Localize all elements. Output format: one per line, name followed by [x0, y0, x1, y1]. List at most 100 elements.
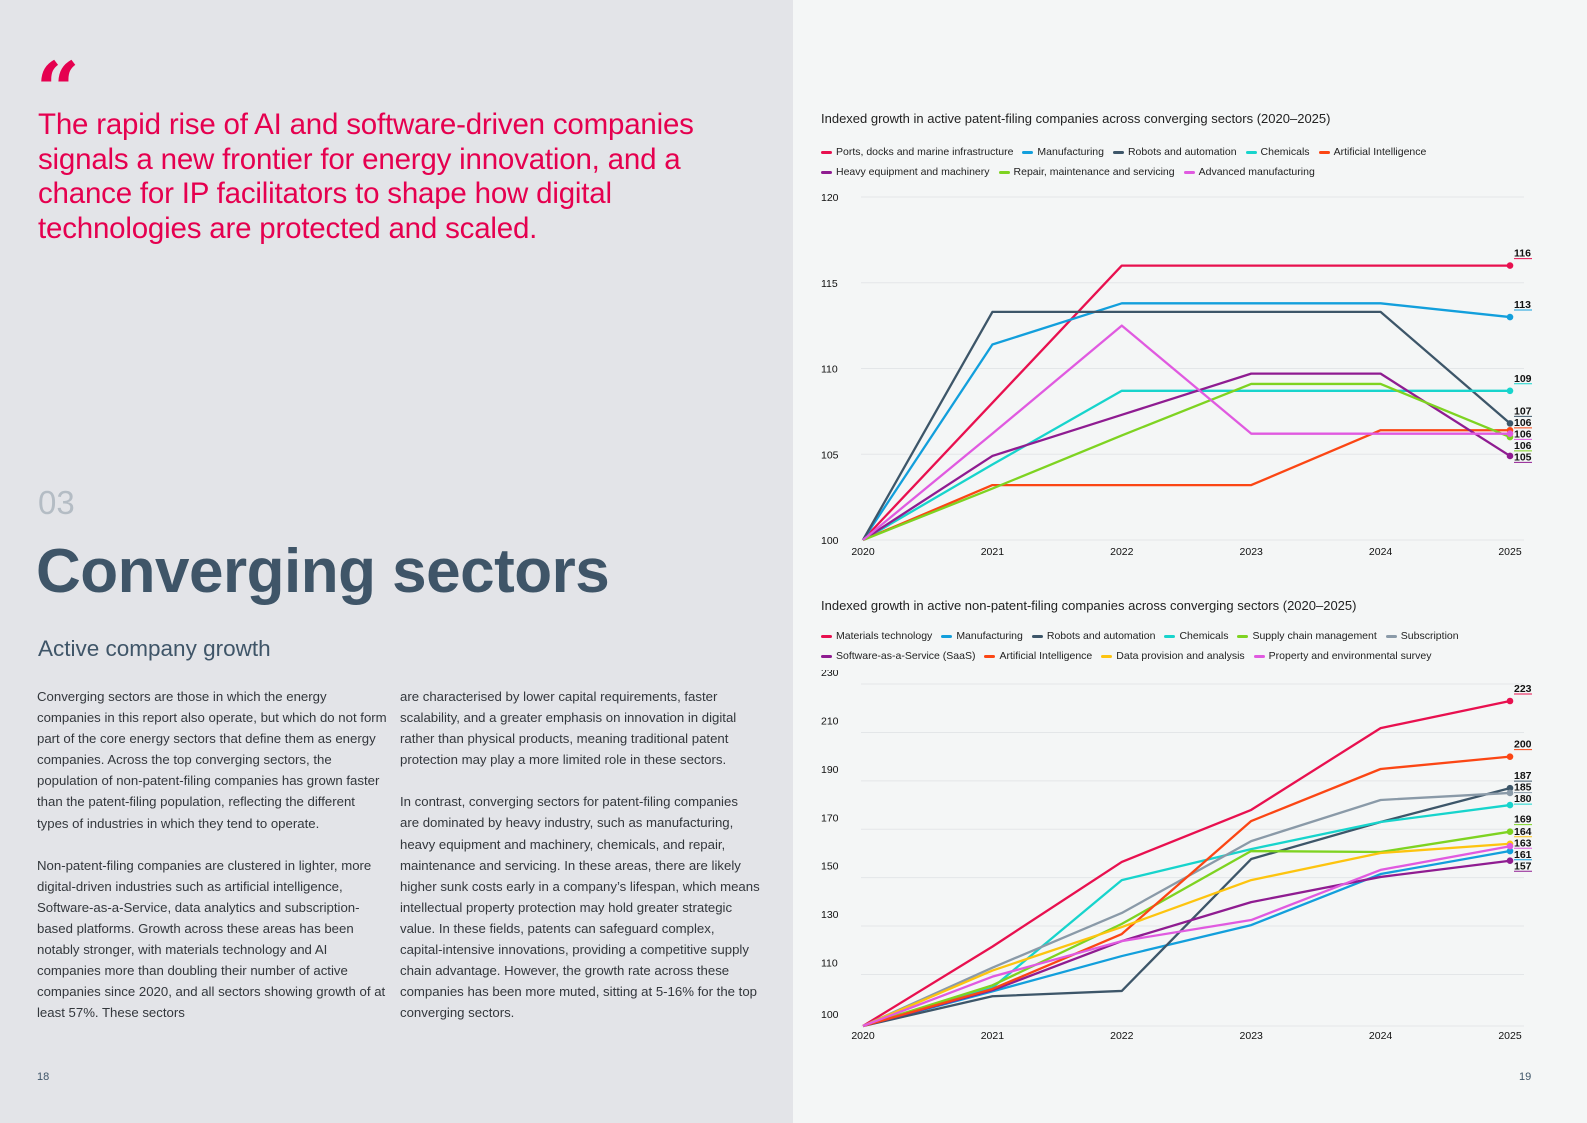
x-tick-label: 2022	[1110, 1030, 1134, 1042]
y-tick-label: 120	[821, 192, 839, 204]
legend-label: Artificial Intelligence	[999, 650, 1093, 662]
end-point-marker	[1506, 784, 1514, 792]
legend-item: Repair, maintenance and servicing	[998, 166, 1175, 178]
series-line	[862, 842, 1511, 1028]
subsection-title: Active company growth	[38, 636, 271, 661]
legend-label: Chemicals	[1179, 630, 1229, 642]
end-point-marker	[1506, 801, 1514, 809]
end-value-label: 164	[1514, 826, 1532, 838]
y-tick-label: 110	[821, 957, 838, 969]
x-tick-label: 2025	[1498, 546, 1522, 558]
y-tick-label: 170	[821, 812, 839, 824]
series-line	[862, 845, 1511, 1028]
x-tick-label: 2020	[851, 546, 875, 558]
end-value-label: 116	[1514, 248, 1531, 260]
y-tick-label: 105	[821, 449, 839, 461]
end-value-label: 200	[1514, 739, 1532, 751]
end-point-marker	[1506, 387, 1514, 395]
end-value-label: 109	[1514, 373, 1532, 385]
end-value-label: 157	[1514, 860, 1532, 872]
x-tick-label: 2024	[1369, 546, 1393, 558]
end-point-marker	[1506, 697, 1514, 705]
legend-item: Manufacturing	[941, 630, 1023, 642]
legend-swatch	[1245, 150, 1257, 154]
legend-item: Heavy equipment and machinery	[821, 166, 990, 178]
end-point-marker	[1506, 857, 1514, 865]
legend-label: Manufacturing	[956, 630, 1023, 642]
end-point-marker	[1506, 847, 1514, 855]
series-line	[862, 755, 1511, 1028]
y-tick-label: 100	[821, 1009, 839, 1021]
legend-swatch	[941, 634, 953, 638]
legend-label: Software-as-a-Service (SaaS)	[836, 650, 976, 662]
body-column-1: Converging sectors are those in which th…	[37, 686, 387, 1044]
y-tick-label: 100	[821, 535, 839, 547]
end-point-marker	[1506, 430, 1514, 437]
legend-item: Ports, docks and marine infrastructure	[821, 146, 1013, 158]
series-line	[862, 699, 1511, 1027]
section-title: Converging sectors	[36, 537, 610, 606]
legend-label: Artificial Intelligence	[1333, 146, 1427, 158]
legend-item: Chemicals	[1245, 146, 1310, 158]
paragraph: In contrast, converging sectors for pate…	[400, 794, 760, 1021]
legend-swatch	[1385, 634, 1397, 638]
right-page: 19	[793, 0, 1587, 1123]
series-line	[862, 429, 1510, 542]
legend-label: Subscription	[1400, 630, 1459, 642]
legend-label: Manufacturing	[1037, 146, 1104, 158]
x-tick-label: 2021	[981, 1030, 1005, 1042]
legend-row: Heavy equipment and machinery Repair, mai…	[821, 162, 1561, 182]
legend-label: Heavy equipment and machinery	[836, 166, 990, 178]
end-point-marker	[1506, 789, 1514, 797]
legend-label: Robots and automation	[1127, 146, 1237, 158]
y-tick-label: 230	[821, 670, 839, 679]
x-tick-label: 2025	[1498, 1030, 1522, 1042]
y-tick-label: 150	[821, 861, 839, 873]
legend-label: Robots and automation	[1046, 630, 1156, 642]
series-line	[862, 302, 1511, 541]
x-tick-label: 2022	[1110, 546, 1134, 558]
series-line	[862, 382, 1511, 542]
legend-swatch	[1237, 634, 1249, 638]
end-value-label: 187	[1514, 770, 1532, 782]
legend-item: Materials technology	[821, 630, 932, 642]
legend-label: Property and environmental survey	[1268, 650, 1432, 662]
pull-quote: The rapid rise of AI and software-driven…	[38, 108, 694, 245]
y-tick-label: 115	[821, 278, 838, 290]
end-point-marker	[1506, 842, 1514, 850]
paragraph: Converging sectors are those in which th…	[37, 689, 387, 831]
end-point-marker	[1506, 313, 1514, 321]
end-value-label: 185	[1514, 782, 1532, 794]
series-line	[862, 324, 1510, 541]
legend-swatch	[1031, 634, 1043, 638]
end-value-label: 106	[1514, 440, 1532, 452]
y-tick-label: 210	[821, 715, 839, 727]
chart-1-patent-filing: 100 105 110 115 120 2020 2021 2022 2023 2024 2025 1…	[821, 192, 1532, 558]
end-point-marker	[1506, 828, 1514, 835]
legend-label: Materials technology	[836, 630, 933, 642]
series-line	[862, 830, 1511, 1028]
legend-row: Materials technology Manufacturing Robots …	[821, 626, 1561, 646]
legend-swatch	[821, 654, 832, 658]
paragraph: Non-patent-filing companies are clustere…	[37, 857, 386, 1021]
legend-item: Property and environmental survey	[1253, 650, 1432, 662]
legend-swatch	[1022, 150, 1034, 154]
legend-item: Robots and automation	[1112, 146, 1237, 158]
legend-item: Manufacturing	[1022, 146, 1104, 158]
page-number-left: 18	[37, 1071, 50, 1083]
legend-item: Subscription	[1385, 630, 1459, 642]
end-value-label: 107	[1514, 405, 1532, 417]
legend-item: Artificial Intelligence	[984, 650, 1092, 662]
section-number: 03	[38, 484, 75, 521]
legend-item: Artificial Intelligence	[1318, 146, 1427, 158]
end-value-label: 163	[1514, 837, 1532, 849]
end-value-label: 105	[1514, 451, 1532, 463]
chart-2-title: Indexed growth in active non-patent-fili…	[821, 598, 1357, 613]
y-tick-label: 190	[821, 764, 839, 776]
legend-item: Software-as-a-Service (SaaS)	[821, 650, 975, 662]
chart-2-legend: Materials technology Manufacturing Robots …	[821, 626, 1561, 666]
legend-item: Robots and automation	[1031, 630, 1156, 642]
legend-swatch	[1253, 654, 1265, 658]
chart-2-non-patent-filing: 100 110 130 150 170 190 210 230 2020 2021 2022 2023…	[821, 670, 1532, 1042]
legend-item: Advanced manufacturing	[1183, 166, 1315, 178]
